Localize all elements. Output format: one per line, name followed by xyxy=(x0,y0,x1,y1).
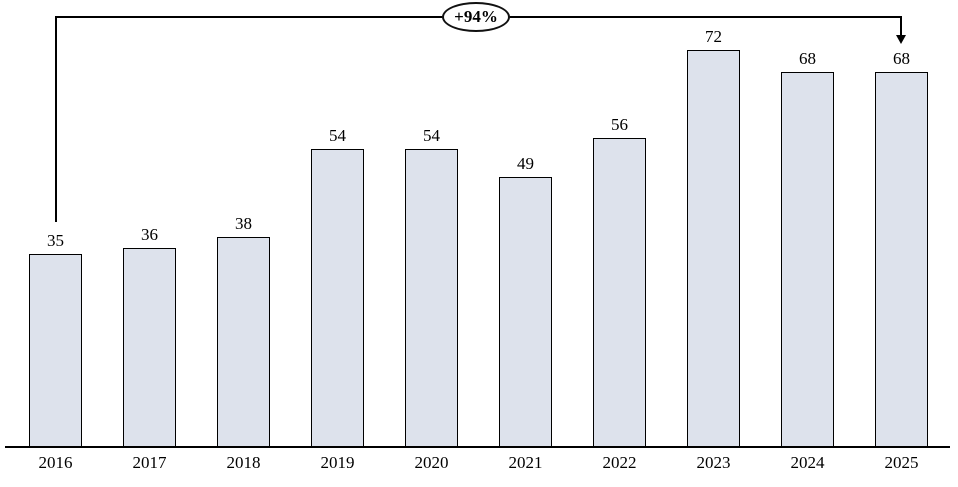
bar-value-label-2018: 38 xyxy=(235,214,252,234)
x-axis-tick-label-2018: 2018 xyxy=(226,453,261,472)
x-axis-tick-label-2016: 2016 xyxy=(38,453,73,472)
bar-2023 xyxy=(687,49,740,447)
bar-value-label-2021: 49 xyxy=(517,153,534,173)
bar-2022 xyxy=(593,137,646,447)
x-axis-tick-label-2020: 2020 xyxy=(414,453,449,472)
bar-value-label-2020: 54 xyxy=(423,125,440,145)
x-axis-tick-label-2025: 2025 xyxy=(884,453,919,472)
bar-value-label-2016: 35 xyxy=(47,230,64,250)
x-axis-tick-label-2023: 2023 xyxy=(696,453,731,472)
x-axis-tick-label-2024: 2024 xyxy=(790,453,825,472)
bar-2019 xyxy=(311,148,364,447)
bar-2021 xyxy=(499,176,552,447)
x-axis-tick-label-2022: 2022 xyxy=(602,453,637,472)
bar-2016 xyxy=(29,253,82,447)
bar-value-label-2023: 72 xyxy=(705,26,722,46)
x-axis-tick-label-2017: 2017 xyxy=(132,453,167,472)
bar-2018 xyxy=(217,237,270,447)
x-axis-tick-label-2021: 2021 xyxy=(508,453,543,472)
x-axis-line xyxy=(5,446,950,448)
annotation-bracket-left-line xyxy=(55,16,57,222)
arrow-down-icon xyxy=(896,35,906,44)
bar-value-label-2025: 68 xyxy=(893,48,910,68)
annotation-badge: +94% xyxy=(442,2,510,32)
bar-value-label-2022: 56 xyxy=(611,114,628,134)
bar-value-label-2017: 36 xyxy=(141,225,158,245)
bar-value-label-2019: 54 xyxy=(329,125,346,145)
bar-2020 xyxy=(405,148,458,447)
bar-value-label-2024: 68 xyxy=(799,48,816,68)
bar-2017 xyxy=(123,248,176,447)
bar-2025 xyxy=(875,71,928,447)
annotation-bracket-right-line xyxy=(900,16,902,36)
annotation-label: +94% xyxy=(454,7,498,26)
x-axis-tick-label-2019: 2019 xyxy=(320,453,355,472)
bar-2024 xyxy=(781,71,834,447)
